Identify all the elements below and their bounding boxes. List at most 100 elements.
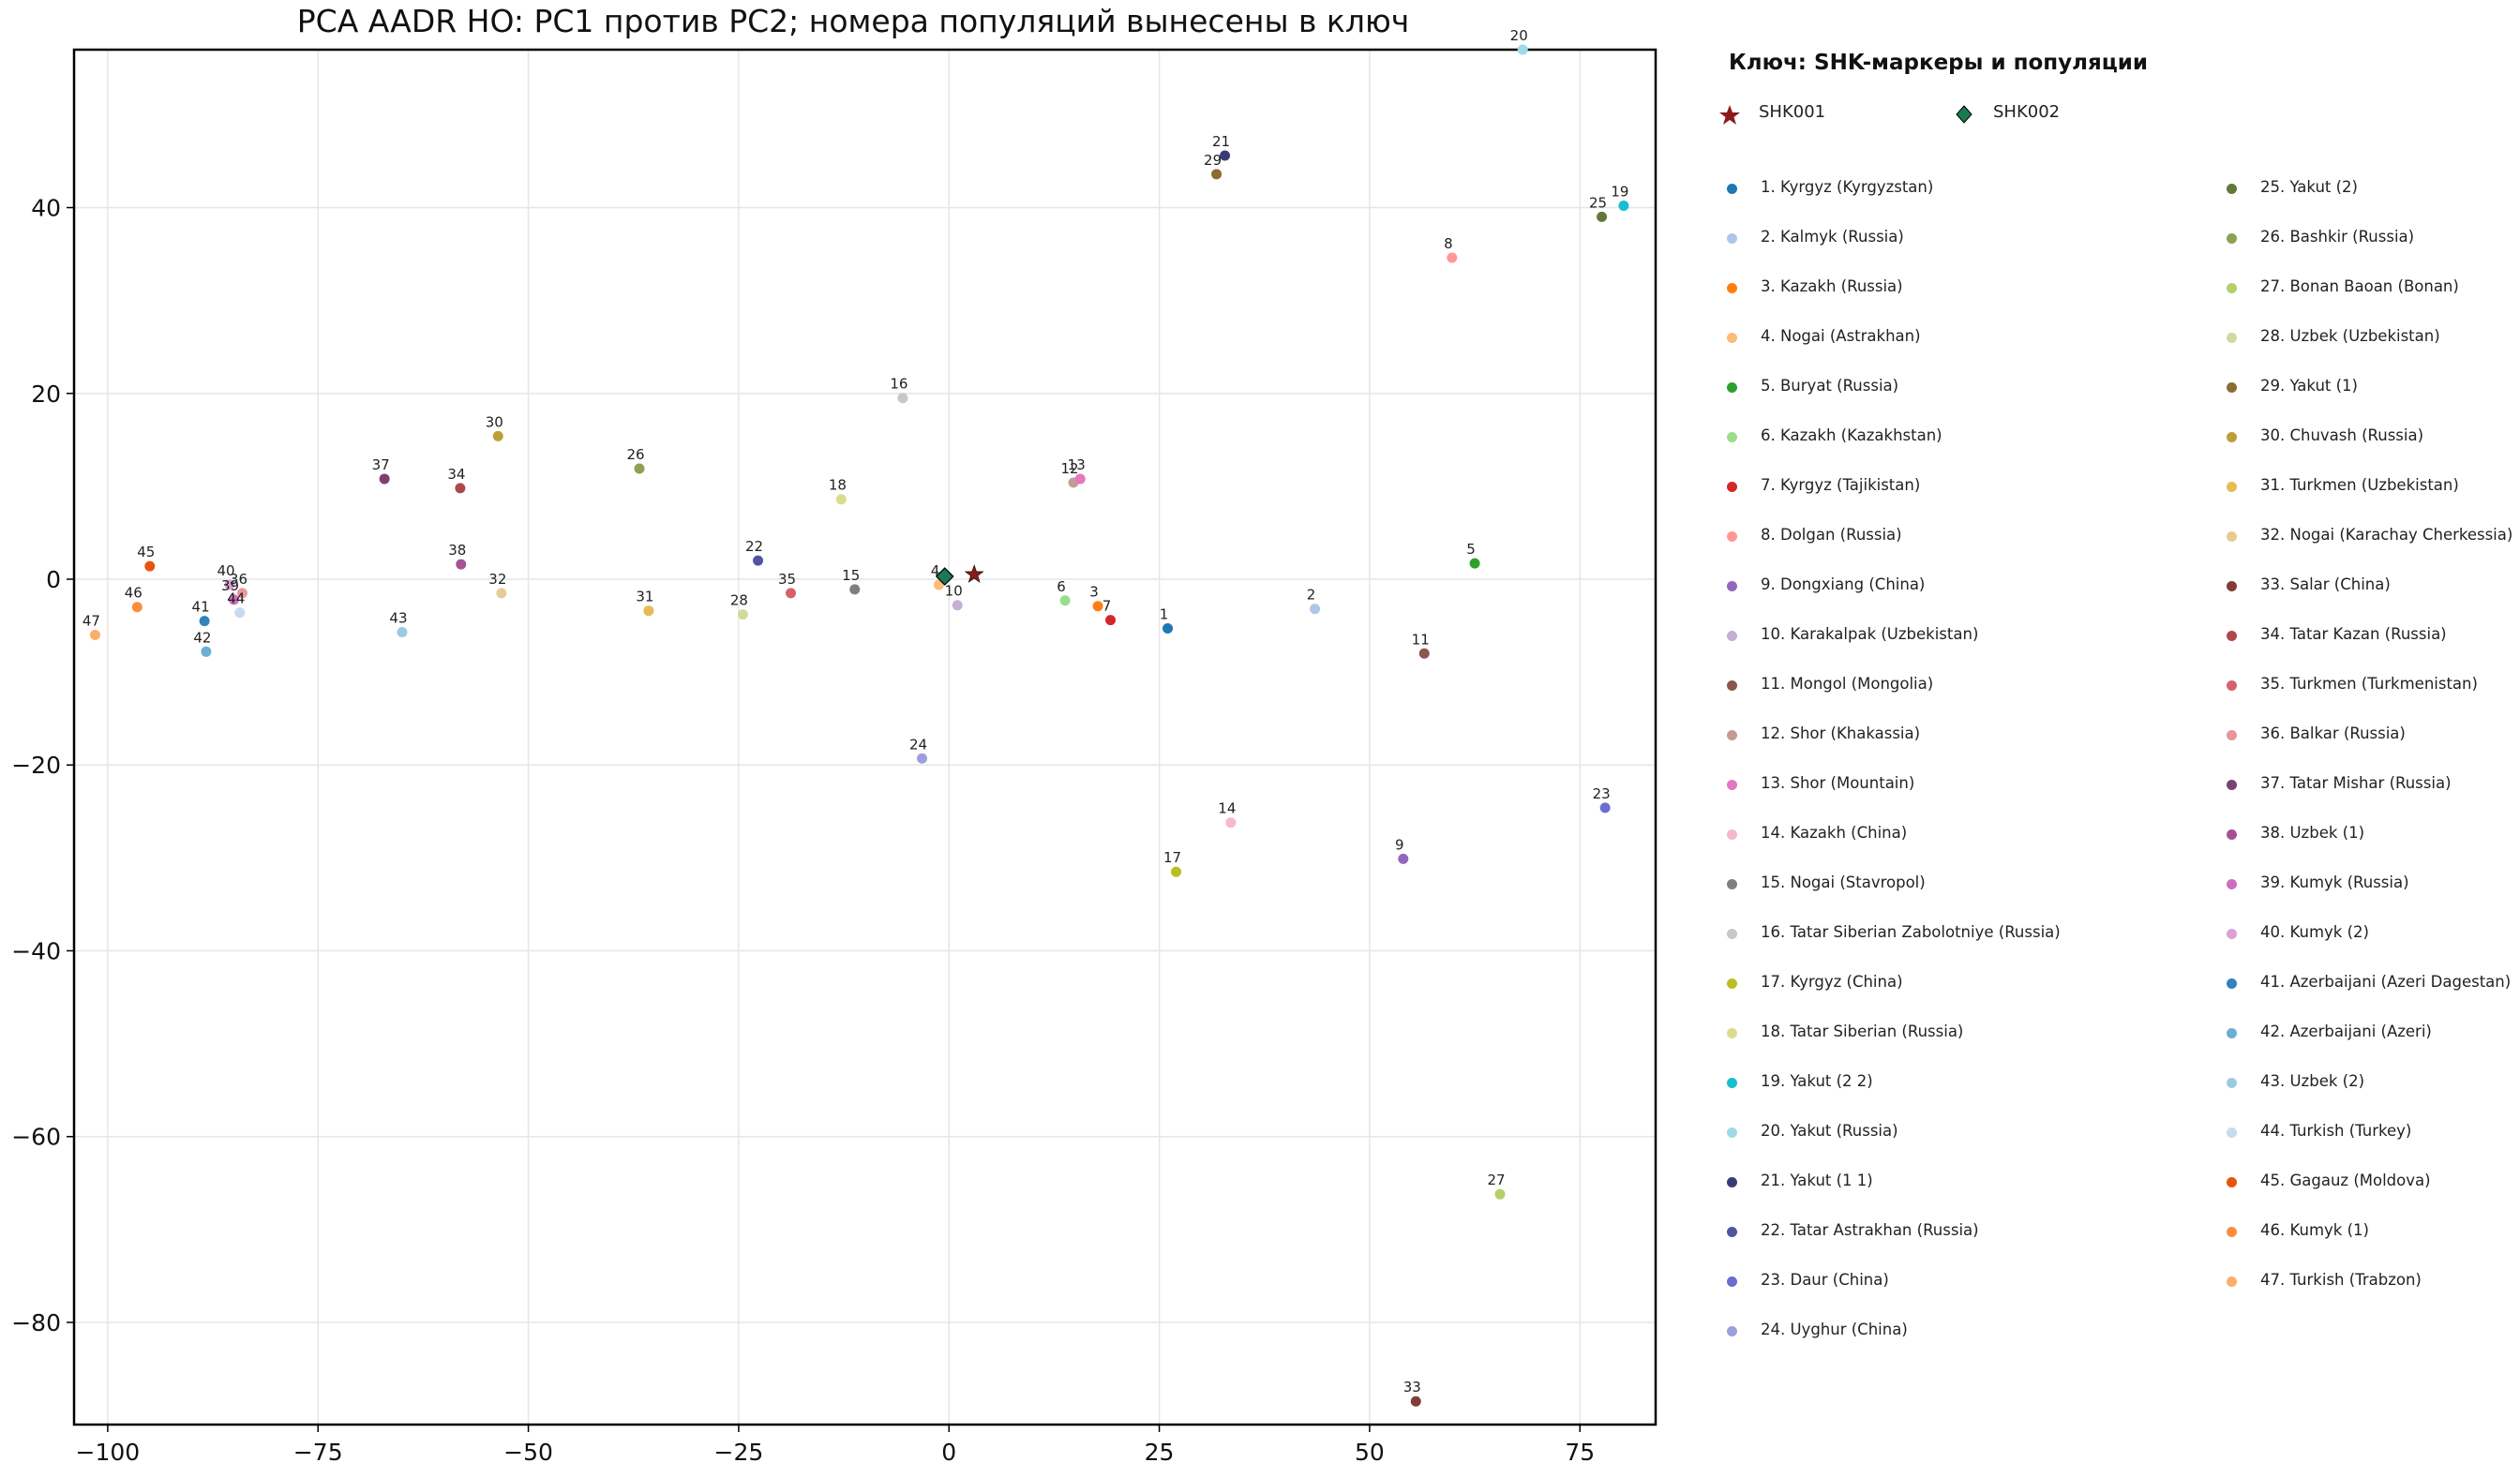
point-label-24: 24: [909, 736, 927, 753]
y-tick-label: 20: [31, 381, 61, 408]
data-point-pop-42: [201, 646, 212, 657]
point-label-6: 6: [1057, 578, 1066, 595]
legend-label: 42. Azerbaijani (Azeri): [2260, 1023, 2432, 1040]
legend-dot-icon: [1727, 283, 1737, 293]
data-point-pop-33: [1410, 1396, 1421, 1407]
point-label-19: 19: [1611, 184, 1628, 201]
legend-dot-icon: [1727, 1028, 1737, 1038]
legend-dot-icon: [1727, 1078, 1737, 1088]
data-point-pop-8: [1447, 252, 1458, 263]
legend-dot-icon: [1727, 780, 1737, 790]
point-label-16: 16: [890, 376, 908, 393]
legend-label: 25. Yakut (2): [2260, 178, 2358, 196]
point-label-37: 37: [372, 456, 390, 473]
point-label-44: 44: [227, 590, 245, 607]
legend-marker-row: SHK001 SHK002: [1716, 100, 2278, 128]
data-point-pop-20: [1517, 44, 1528, 55]
point-label-20: 20: [1510, 27, 1528, 44]
point-label-10: 10: [945, 583, 963, 600]
legend-label-shk002: SHK002: [1993, 102, 2061, 122]
legend-dot-icon: [2227, 482, 2237, 492]
point-label-13: 13: [1068, 456, 1086, 473]
data-point-pop-43: [397, 626, 408, 637]
marker-shk002: [935, 567, 954, 586]
y-tick-label: −80: [11, 1309, 61, 1336]
legend-dot-icon: [2227, 233, 2237, 244]
point-label-45: 45: [137, 544, 155, 560]
legend-label: 40. Kumyk (2): [2260, 923, 2369, 941]
data-point-pop-27: [1494, 1188, 1506, 1200]
legend-label: 45. Gagauz (Moldova): [2260, 1172, 2431, 1189]
data-point-pop-14: [1225, 817, 1237, 829]
x-tick-label: 75: [1565, 1439, 1595, 1466]
data-point-pop-18: [835, 494, 847, 505]
legend-dot-icon: [2227, 1127, 2237, 1138]
point-label-29: 29: [1204, 152, 1222, 169]
legend-dot-icon: [2227, 581, 2237, 591]
data-point-pop-21: [1220, 150, 1231, 161]
point-label-31: 31: [636, 589, 653, 605]
legend-label: 24. Uyghur (China): [1761, 1321, 1908, 1338]
data-point-pop-39: [228, 594, 239, 605]
legend-label: 38. Uzbek (1): [2260, 824, 2365, 842]
point-label-35: 35: [778, 571, 796, 588]
x-tick-label: −75: [293, 1439, 343, 1466]
legend-label: 47. Turkish (Trabzon): [2260, 1271, 2422, 1289]
legend-label: 35. Turkmen (Turkmenistan): [2260, 675, 2478, 693]
point-label-27: 27: [1487, 1172, 1505, 1188]
data-point-pop-3: [1092, 601, 1103, 612]
legend-dot-icon: [2227, 829, 2237, 840]
legend-dot-icon: [1727, 730, 1737, 740]
legend-dot-icon: [2227, 631, 2237, 641]
point-label-46: 46: [125, 585, 142, 602]
data-point-pop-23: [1599, 802, 1611, 814]
legend-dot-icon: [2227, 1227, 2237, 1237]
point-label-40: 40: [217, 562, 234, 579]
legend-dot-icon: [2227, 531, 2237, 542]
pca-scatter-chart: PCA AADR HO: PC1 против PC2; номера попу…: [11, 3, 1658, 1466]
point-label-39: 39: [221, 577, 239, 594]
data-point-pop-37: [379, 473, 390, 485]
legend-label: 1. Kyrgyz (Kyrgyzstan): [1761, 178, 1934, 196]
legend-dot-icon: [2227, 730, 2237, 740]
legend-label: 14. Kazakh (China): [1761, 824, 1908, 842]
legend-label: 43. Uzbek (2): [2260, 1072, 2365, 1090]
data-point-pop-13: [1074, 473, 1086, 485]
point-label-4: 4: [931, 562, 940, 579]
data-point-pop-35: [786, 588, 797, 599]
data-point-pop-40: [224, 579, 235, 590]
data-point-pop-36: [236, 588, 248, 599]
legend-dot-icon: [1727, 1276, 1737, 1287]
data-point-pop-31: [643, 605, 654, 617]
legend-label: 8. Dolgan (Russia): [1761, 526, 1902, 544]
data-point-pop-2: [1310, 604, 1321, 615]
point-label-8: 8: [1444, 235, 1453, 252]
point-label-21: 21: [1212, 133, 1230, 150]
point-label-7: 7: [1102, 598, 1112, 615]
point-label-1: 1: [1160, 606, 1169, 623]
data-point-pop-9: [1398, 853, 1409, 864]
data-point-pop-16: [897, 393, 908, 404]
legend-label: 16. Tatar Siberian Zabolotniye (Russia): [1761, 923, 2061, 941]
point-label-43: 43: [389, 609, 407, 626]
legend-dot-icon: [1727, 184, 1737, 194]
legend-label: 41. Azerbaijani (Azeri Dagestan): [2260, 973, 2512, 991]
legend-label: 30. Chuvash (Russia): [2260, 426, 2424, 444]
legend-label: 18. Tatar Siberian (Russia): [1761, 1023, 1964, 1040]
legend-label: 23. Daur (China): [1761, 1271, 1889, 1289]
x-tick-label: −100: [76, 1439, 141, 1466]
legend-dot-icon: [2227, 680, 2237, 691]
legend-label-shk001: SHK001: [1759, 102, 1826, 122]
data-point-pop-46: [131, 602, 142, 613]
legend-dot-icon: [1727, 1326, 1737, 1336]
legend-dot-icon: [2227, 1028, 2237, 1038]
legend-label: 5. Buryat (Russia): [1761, 377, 1899, 395]
data-point-pop-7: [1105, 615, 1117, 626]
y-tick-label: −20: [11, 752, 61, 779]
data-point-pop-32: [496, 588, 507, 599]
legend-label: 10. Karakalpak (Uzbekistan): [1761, 625, 1979, 643]
y-tick-label: 0: [46, 566, 61, 593]
legend-label: 39. Kumyk (Russia): [2260, 873, 2409, 891]
data-point-pop-28: [737, 609, 748, 620]
